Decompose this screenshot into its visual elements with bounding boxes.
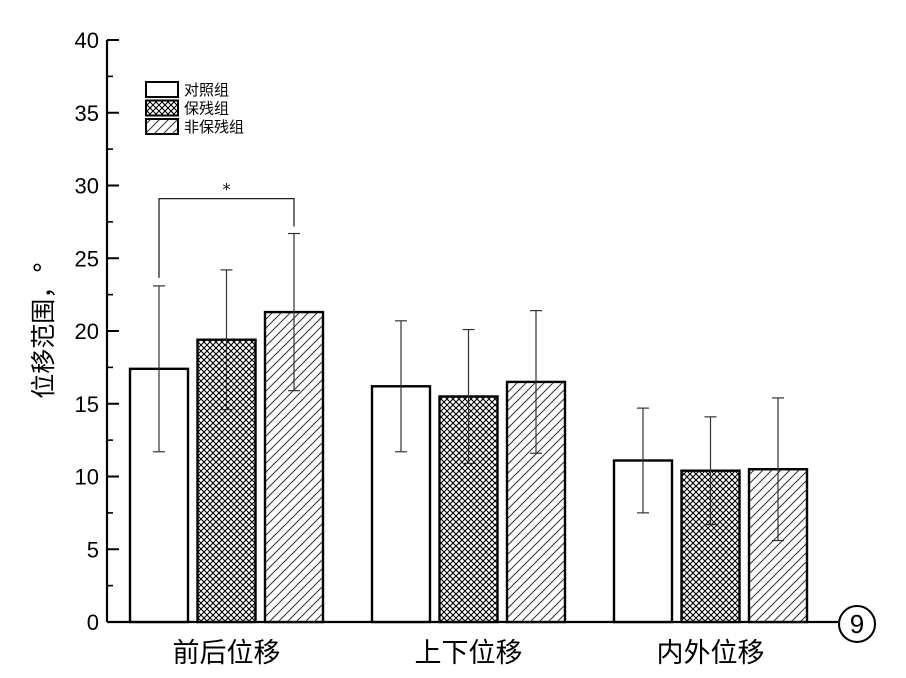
y-tick-label: 30 [75,174,99,199]
y-tick-label: 35 [75,101,99,126]
significance-bracket-line [158,197,295,278]
x-category-label: 前后位移 [173,638,281,669]
y-tick-label: 10 [75,465,99,490]
legend-label: 保残组 [184,100,229,118]
x-axis: 前后位移 上下位移 内外位移 [107,620,838,669]
y-tick-label: 0 [87,610,99,635]
legend-swatch [145,81,179,98]
legend-label: 非保残组 [184,118,244,136]
y-tick-label: 20 [75,319,99,344]
y-tick-label: 15 [75,392,99,417]
y-tick-label: 25 [75,246,99,271]
error-bars [153,232,784,542]
significance-bracket: * [158,180,295,278]
significance-marker: * [223,180,231,199]
panel-label-badge: 9 [838,605,876,643]
y-tick-label: 5 [87,537,99,562]
y-axis: 0 5 10 15 20 25 30 35 40 [75,28,119,635]
x-category-label: 上下位移 [415,638,523,669]
panel-label-circle [838,605,876,643]
panel-label: 9 [850,609,864,639]
legend-label: 对照组 [184,81,229,99]
y-axis-title: 位移范围，° [29,261,58,399]
y-tick-label: 40 [75,28,99,53]
legend-swatch [145,118,179,135]
x-category-label: 内外位移 [657,638,765,669]
legend-swatch [145,99,179,117]
